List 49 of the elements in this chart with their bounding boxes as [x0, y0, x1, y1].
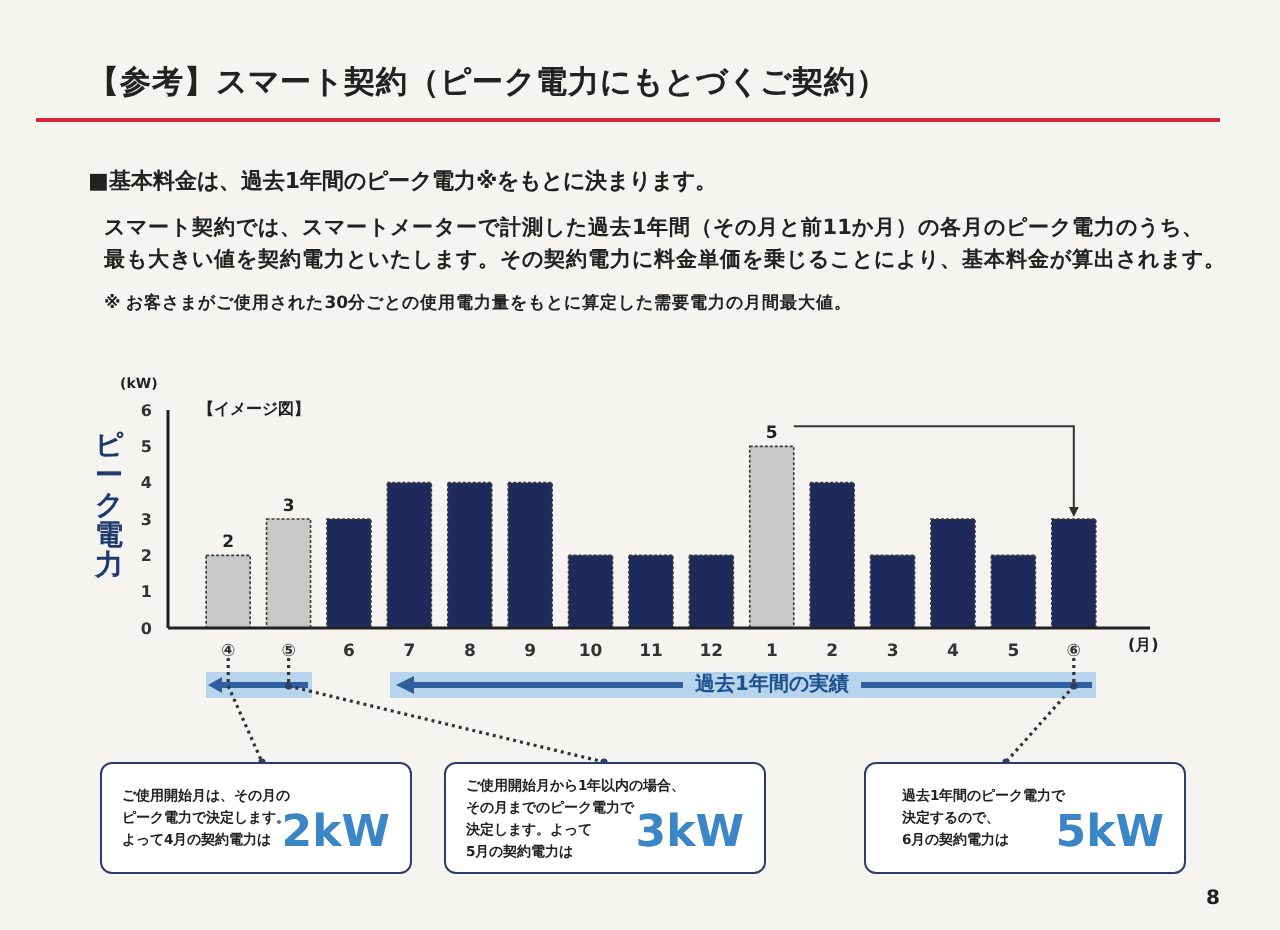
- x-tick-label: 8: [463, 642, 476, 663]
- text: 最も大きい値を契約電力といたします。その契約電力に料金単価を乗じることにより、基本料金が算出されます。: [104, 246, 1226, 276]
- text: スマート契約では、スマートメーターで計測した過去1年間（その月と前11か月）の各月のピーク電力のうち、: [104, 214, 1204, 244]
- x-tick-label: 1: [765, 642, 778, 663]
- data-label: 2: [222, 533, 235, 554]
- y-tick-label: 0: [140, 619, 153, 638]
- x-tick-label: ④: [221, 642, 236, 663]
- bar: [386, 481, 433, 628]
- y-tick-label: 6: [140, 401, 153, 420]
- data-label: 3: [282, 497, 295, 517]
- bar: [446, 481, 493, 628]
- text: 8: [1206, 888, 1220, 910]
- x-tick-label: 5: [1007, 642, 1020, 663]
- x-tick-label: 12: [699, 642, 724, 663]
- text: 過去1年間の実績: [683, 672, 861, 698]
- bar: [688, 554, 735, 628]
- text: ※ お客さまがご使用された30分ごとの使用電力量をもとに算定した需要電力の月間最大値。: [104, 292, 853, 316]
- bar: [205, 554, 251, 628]
- bar: [265, 518, 312, 628]
- chart-title: 【参考】スマート契約（ピーク電力にもとづくご契約）: [88, 62, 888, 104]
- chart-subtitle: ■基本料金は、過去1年間のピーク電力※をもとに決まります。: [88, 166, 718, 196]
- bar: [809, 481, 855, 628]
- bar: [990, 554, 1037, 628]
- x-tick-label: 3: [886, 642, 899, 663]
- bar: [567, 554, 614, 628]
- x-tick-label: 9: [524, 642, 537, 663]
- x-tick-label: 7: [403, 642, 416, 663]
- y-tick-label: 5: [140, 438, 153, 457]
- bar: [628, 554, 674, 628]
- x-tick-label: 6: [343, 642, 356, 663]
- x-axis-title: (月): [1128, 634, 1159, 656]
- y-axis-title: ピーク電力: [94, 430, 124, 582]
- bar: [930, 518, 976, 628]
- data-label: 5: [765, 424, 778, 445]
- y-tick-label: 1: [140, 583, 153, 602]
- bar: [869, 554, 916, 628]
- x-tick-label: ⑥: [1066, 642, 1081, 663]
- annotation: 【イメージ図】: [198, 398, 310, 420]
- bar: [326, 518, 372, 628]
- x-tick-label: 11: [639, 642, 663, 663]
- x-tick-label: 10: [578, 642, 603, 663]
- x-tick-label: 4: [947, 642, 960, 663]
- y-tick-label: 3: [140, 510, 152, 529]
- x-tick-label: ⑤: [281, 642, 296, 663]
- y-tick-label: 2: [140, 547, 152, 566]
- bar: [748, 445, 795, 628]
- x-tick-label: 2: [826, 642, 839, 663]
- y-tick-label: 4: [140, 474, 153, 493]
- bar: [507, 481, 553, 628]
